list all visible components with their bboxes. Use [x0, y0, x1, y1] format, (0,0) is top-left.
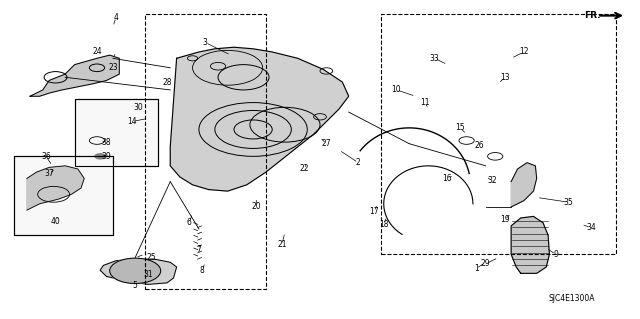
Text: 27: 27: [321, 139, 331, 148]
Text: 14: 14: [127, 117, 137, 126]
Text: 18: 18: [379, 220, 388, 229]
Text: 8: 8: [200, 266, 205, 275]
Circle shape: [109, 258, 161, 284]
Text: 17: 17: [369, 207, 379, 216]
Text: 4: 4: [114, 13, 118, 22]
Text: 6: 6: [187, 218, 192, 227]
Text: 33: 33: [430, 54, 440, 63]
Bar: [75, 100, 157, 166]
Bar: [14, 156, 113, 235]
Text: 12: 12: [519, 48, 529, 56]
Bar: [145, 14, 266, 289]
Text: 23: 23: [108, 63, 118, 72]
Text: 28: 28: [163, 78, 172, 86]
Text: 19: 19: [500, 215, 509, 224]
Text: 3: 3: [203, 38, 208, 47]
Text: 30: 30: [134, 103, 143, 112]
Polygon shape: [511, 216, 549, 273]
Text: 34: 34: [586, 223, 596, 232]
Text: 32: 32: [487, 175, 497, 185]
Text: 13: 13: [500, 73, 509, 82]
Text: 26: 26: [474, 141, 484, 150]
Text: 1: 1: [474, 264, 479, 273]
Text: 29: 29: [481, 259, 490, 268]
Text: 31: 31: [143, 271, 153, 279]
Polygon shape: [511, 163, 537, 207]
Text: 7: 7: [196, 245, 202, 254]
Text: 37: 37: [44, 169, 54, 178]
Text: 15: 15: [456, 123, 465, 132]
Text: 22: 22: [300, 165, 309, 174]
Bar: [14, 156, 113, 235]
Text: 5: 5: [132, 281, 138, 291]
Text: 25: 25: [147, 253, 156, 262]
Text: 11: 11: [420, 98, 430, 107]
Text: 35: 35: [564, 198, 573, 207]
Text: 2: 2: [356, 158, 360, 167]
Text: 21: 21: [277, 241, 287, 249]
Polygon shape: [100, 259, 177, 285]
Text: 20: 20: [252, 203, 261, 211]
Text: 38: 38: [102, 137, 111, 147]
Bar: [75, 100, 157, 166]
Bar: [381, 14, 616, 254]
Text: 24: 24: [92, 48, 102, 56]
Polygon shape: [27, 166, 84, 210]
Text: 16: 16: [443, 174, 452, 183]
Text: 10: 10: [392, 85, 401, 94]
Text: 36: 36: [41, 152, 51, 161]
Text: 9: 9: [554, 250, 558, 259]
Circle shape: [95, 154, 105, 159]
Polygon shape: [170, 47, 349, 191]
Text: SJC4E1300A: SJC4E1300A: [548, 294, 595, 303]
Polygon shape: [30, 55, 119, 96]
Text: 40: 40: [51, 217, 60, 226]
Text: 39: 39: [102, 152, 111, 161]
Text: FR.: FR.: [584, 11, 601, 20]
